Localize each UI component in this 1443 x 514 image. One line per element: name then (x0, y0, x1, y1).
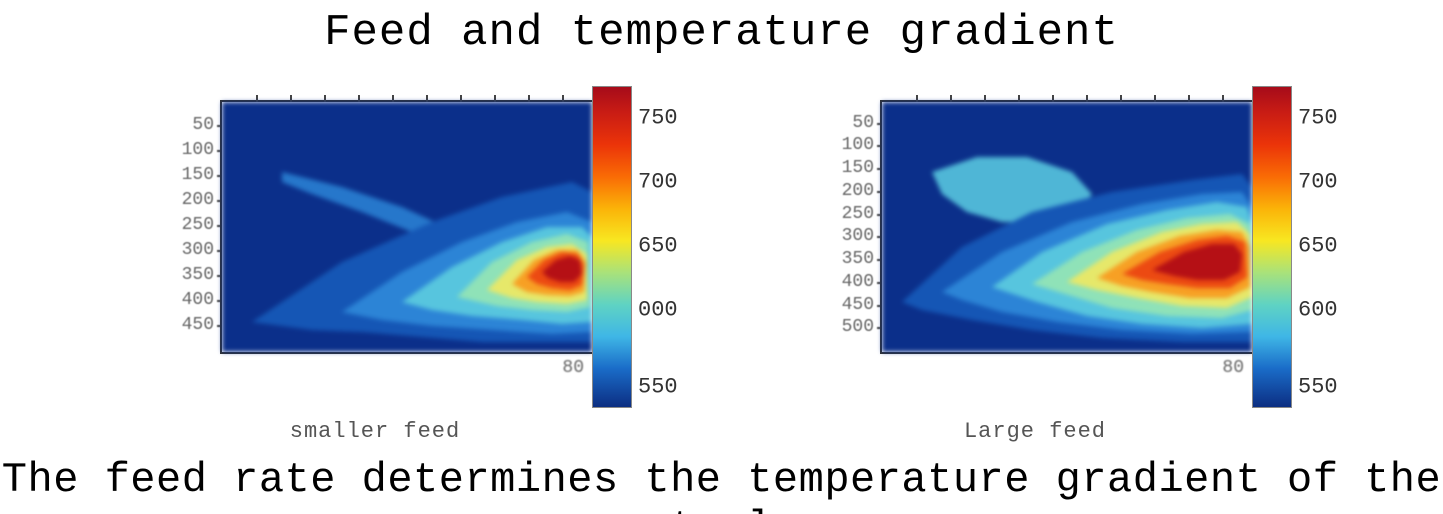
heatmap-right: 80 (880, 100, 1252, 354)
xticks-left (222, 95, 592, 102)
colorbar-labels-right: 750 700 650 600 550 (1298, 86, 1346, 406)
caption-left: smaller feed (140, 419, 610, 444)
plot-area-left: 50 100 150 200 250 300 350 400 450 80 (170, 100, 590, 380)
ytick: 150 (170, 165, 214, 185)
xaxis-end-label-left: 80 (562, 358, 584, 378)
heatmap-left-svg (222, 102, 592, 352)
colorbar-labels-left: 750 700 650 000 550 (638, 86, 686, 406)
xticks-right (882, 95, 1252, 102)
colorbar-left: 750 700 650 000 550 (592, 86, 686, 406)
ytick: 450 (830, 295, 874, 315)
xaxis-end-label-right: 80 (1222, 358, 1244, 378)
colorbar-tick-label: 700 (1298, 170, 1338, 195)
heatmap-right-svg (882, 102, 1252, 352)
ytick: 50 (830, 113, 874, 133)
ytick: 350 (830, 249, 874, 269)
ytick: 350 (170, 265, 214, 285)
ytick: 500 (830, 317, 874, 337)
ytick: 300 (170, 240, 214, 260)
ytick: 100 (170, 140, 214, 160)
colorbar-tick-label: 750 (638, 106, 678, 131)
colorbar-bar-right (1252, 86, 1292, 408)
colorbar-tick-label: 550 (638, 374, 678, 399)
page-title: Feed and temperature gradient (0, 8, 1443, 58)
ytick: 400 (830, 272, 874, 292)
ytick: 200 (830, 181, 874, 201)
ytick: 50 (170, 115, 214, 135)
caption-right: Large feed (800, 419, 1270, 444)
colorbar-tick-label: 550 (1298, 374, 1338, 399)
ytick: 250 (170, 215, 214, 235)
panel-smaller-feed: 50 100 150 200 250 300 350 400 450 80 750 700 650 0… (140, 70, 700, 450)
yaxis-right: 50100150200250300350400450500 (830, 100, 878, 350)
colorbar-tick-label: 700 (638, 170, 678, 195)
colorbar-tick-label: 600 (1298, 298, 1338, 323)
ytick: 450 (170, 315, 214, 335)
ytick: 100 (830, 135, 874, 155)
ytick: 300 (830, 226, 874, 246)
page: Feed and temperature gradient 5010015020… (0, 0, 1443, 514)
colorbar-right: 750 700 650 600 550 (1252, 86, 1346, 406)
page-subtitle: The feed rate determines the temperature… (0, 456, 1443, 514)
panel-large-feed: 50100150200250300350400450500 80 7507006… (800, 70, 1360, 450)
ytick: 150 (830, 158, 874, 178)
heatmap-left: 80 (220, 100, 592, 354)
ytick: 250 (830, 204, 874, 224)
colorbar-tick-label: 000 (638, 298, 678, 323)
ytick: 400 (170, 290, 214, 310)
colorbar-bar-left (592, 86, 632, 408)
colorbar-tick-label: 650 (638, 234, 678, 259)
plot-area-right: 50100150200250300350400450500 80 (830, 100, 1250, 380)
colorbar-tick-label: 750 (1298, 106, 1338, 131)
colorbar-tick-label: 650 (1298, 234, 1338, 259)
yaxis-left: 50 100 150 200 250 300 350 400 450 (170, 100, 218, 350)
ytick: 200 (170, 190, 214, 210)
